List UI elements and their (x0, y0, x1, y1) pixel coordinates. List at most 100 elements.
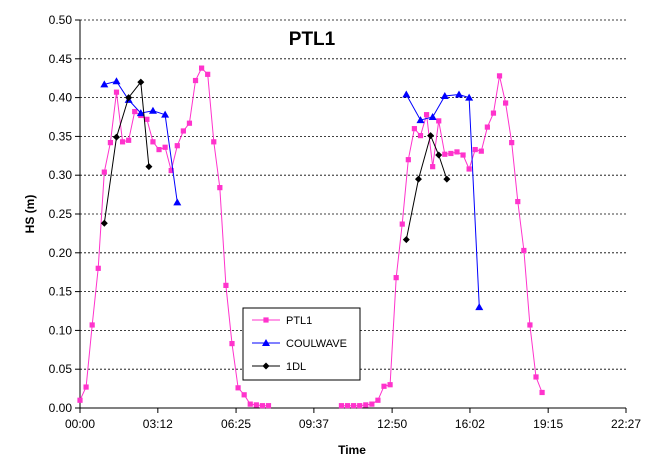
data-point-ptl1 (229, 340, 235, 347)
legend-label: 1DL (286, 361, 306, 373)
data-point-ptl1 (168, 167, 174, 174)
legend-marker-ptl1 (263, 317, 269, 323)
x-tick-label: 03:12 (143, 417, 173, 431)
chart-title: PTL1 (289, 29, 336, 50)
data-point-ptl1 (83, 384, 89, 390)
legend-marker-coulwave (262, 339, 270, 346)
y-tick-label: 0.50 (49, 13, 73, 27)
data-point-ptl1 (351, 403, 357, 409)
data-point-ptl1 (375, 397, 381, 403)
data-point-ptl1 (484, 124, 490, 130)
x-tick-label: 06:25 (221, 417, 251, 431)
legend-marker-1dl (262, 362, 270, 370)
data-point-ptl1 (156, 146, 162, 153)
data-point-ptl1 (119, 139, 126, 145)
data-point-ptl1 (107, 140, 114, 146)
data-point-ptl1 (144, 116, 150, 122)
data-point-ptl1 (89, 322, 95, 328)
data-point-1dl (443, 175, 451, 183)
data-point-ptl1 (539, 389, 545, 396)
data-point-1dl (100, 219, 108, 227)
x-tick-label: 19:15 (533, 417, 563, 431)
data-point-ptl1 (180, 128, 186, 134)
legend-label: COULWAVE (286, 338, 347, 350)
data-point-coulwave (402, 90, 411, 98)
x-tick-label: 16:02 (455, 417, 485, 431)
data-point-coulwave (475, 303, 484, 311)
data-point-ptl1 (521, 247, 527, 254)
data-point-ptl1 (162, 144, 168, 150)
data-point-ptl1 (496, 73, 503, 79)
y-tick-label: 0.15 (49, 285, 73, 299)
data-point-ptl1 (533, 374, 539, 380)
data-point-ptl1 (101, 169, 107, 175)
data-point-ptl1 (490, 110, 497, 116)
legend-item-coulwave: COULWAVE (252, 338, 347, 350)
data-point-ptl1 (442, 151, 448, 157)
data-point-1dl (414, 175, 422, 183)
series-line-ptl1 (79, 67, 269, 407)
data-point-ptl1 (448, 150, 454, 157)
data-point-ptl1 (357, 403, 363, 409)
data-point-ptl1 (436, 118, 442, 124)
data-point-ptl1 (423, 112, 430, 118)
data-point-ptl1 (126, 137, 132, 143)
data-point-1dl (137, 78, 145, 86)
data-point-ptl1 (454, 149, 460, 155)
data-point-1dl (125, 94, 133, 102)
data-point-coulwave (100, 80, 109, 88)
y-tick-label: 0.20 (49, 246, 73, 260)
data-point-1dl (402, 236, 410, 244)
data-point-ptl1 (211, 139, 217, 145)
data-point-coulwave (136, 109, 145, 117)
data-point-ptl1 (509, 140, 515, 146)
data-point-ptl1 (235, 385, 241, 391)
data-point-ptl1 (174, 143, 180, 149)
data-point-coulwave (161, 110, 170, 118)
data-point-ptl1 (460, 152, 466, 158)
y-tick-label: 0.25 (49, 207, 73, 221)
data-point-ptl1 (411, 126, 418, 132)
x-tick-label: 22:27 (611, 417, 641, 431)
y-tick-label: 0.00 (49, 401, 73, 415)
data-point-ptl1 (192, 77, 199, 84)
series-line-ptl1 (341, 75, 543, 407)
data-point-coulwave (112, 77, 121, 85)
y-tick-label: 0.45 (49, 52, 73, 66)
data-point-ptl1 (253, 402, 259, 408)
data-point-ptl1 (265, 403, 272, 409)
data-point-ptl1 (199, 65, 205, 71)
legend-item-ptl1: PTL1 (252, 315, 312, 327)
x-tick-labels: 00:00 03:12 06:25 09:37 12:50 16:02 19:15 22:27 (65, 417, 641, 431)
data-point-ptl1 (241, 392, 247, 398)
data-point-coulwave (440, 92, 449, 100)
data-point-ptl1 (472, 146, 478, 153)
series-group (77, 65, 545, 409)
y-tick-label: 0.05 (49, 362, 73, 376)
data-point-ptl1 (344, 403, 351, 409)
data-point-ptl1 (430, 164, 436, 170)
x-tick-label: 00:00 (65, 417, 95, 431)
data-point-ptl1 (132, 108, 138, 115)
y-tick-label: 0.35 (49, 129, 73, 143)
x-axis-title: Time (338, 443, 366, 457)
data-point-ptl1 (95, 265, 101, 271)
data-point-ptl1 (186, 120, 193, 126)
data-point-ptl1 (223, 282, 229, 288)
data-point-ptl1 (405, 157, 411, 163)
data-point-ptl1 (338, 403, 345, 409)
data-point-coulwave (173, 198, 182, 206)
data-point-ptl1 (393, 275, 399, 281)
data-point-coulwave (148, 106, 157, 114)
legend-item-1dl: 1DL (252, 361, 306, 373)
data-point-ptl1 (527, 322, 533, 328)
data-point-ptl1 (205, 71, 211, 77)
data-point-coulwave (428, 113, 437, 120)
legend: PTL1 COULWAVE 1DL (242, 307, 361, 381)
y-axis-title: HS (m) (23, 195, 37, 234)
data-point-coulwave (454, 90, 463, 98)
data-point-coulwave (416, 116, 425, 124)
data-point-ptl1 (77, 397, 83, 403)
data-point-1dl (435, 151, 443, 159)
